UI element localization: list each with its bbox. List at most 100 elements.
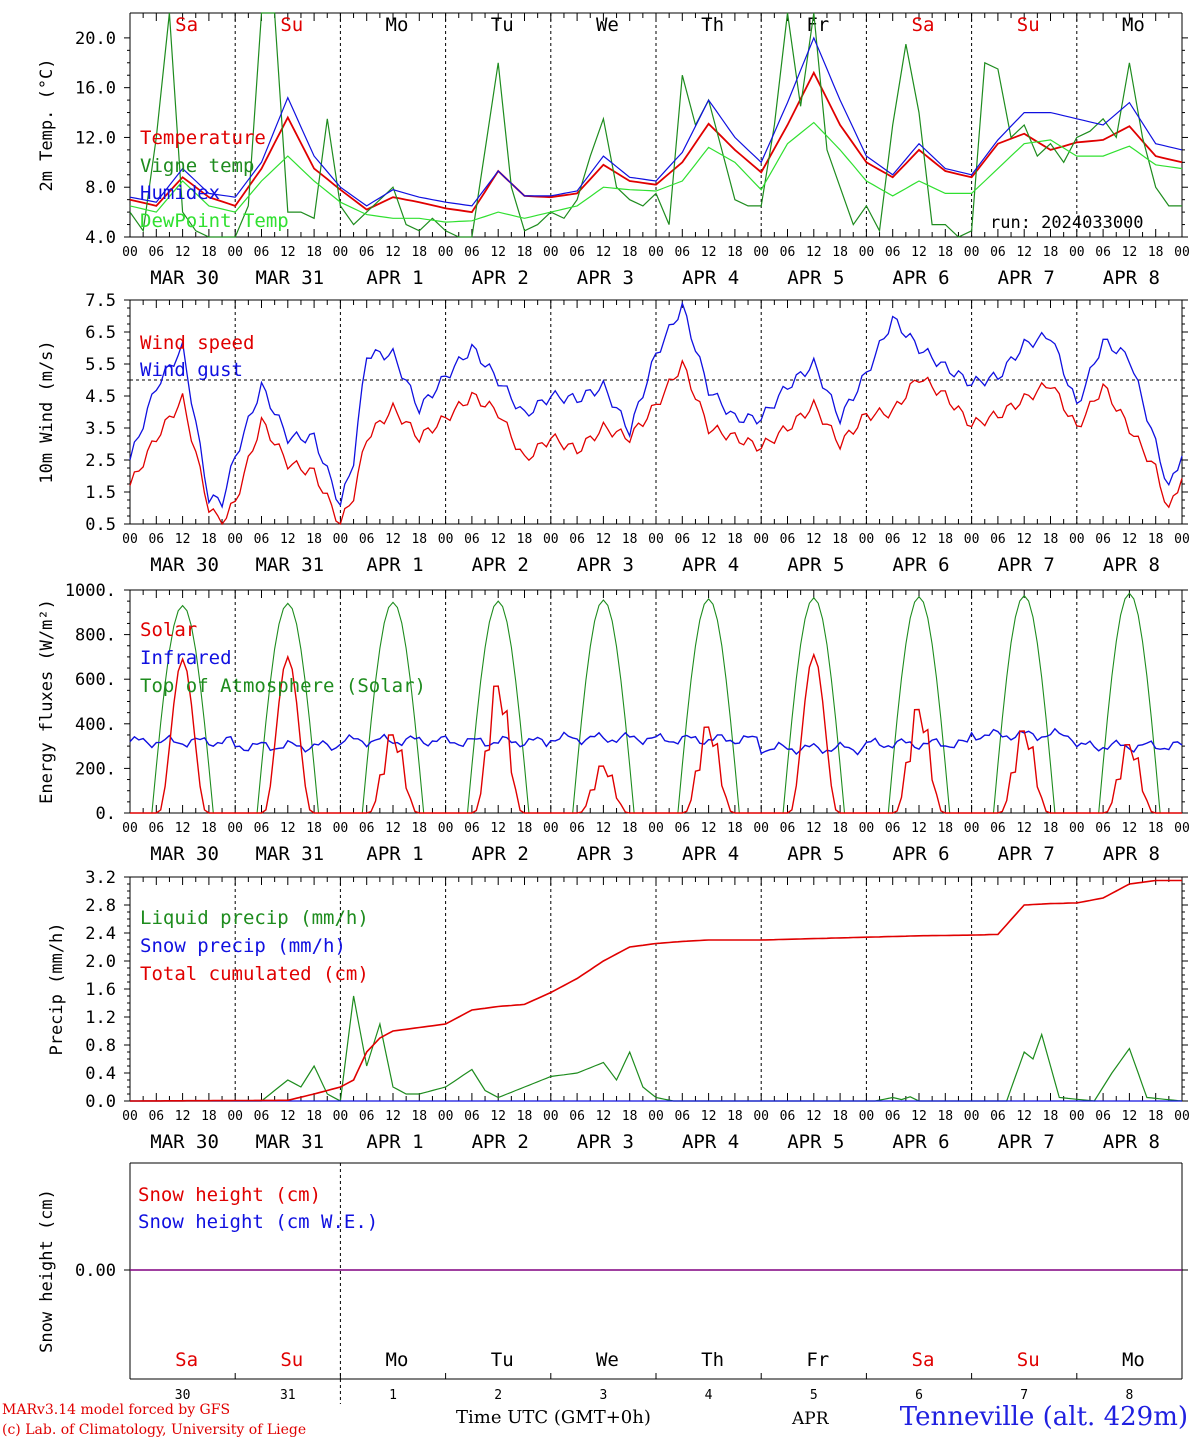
y-tick-label: 3.5 [85, 419, 116, 439]
hour-tick-label: 18 [727, 1109, 743, 1124]
hour-tick-label: 06 [569, 1109, 585, 1124]
hour-tick-label: 18 [1043, 821, 1059, 836]
hour-tick-label: 12 [806, 821, 822, 836]
date-label: APR 6 [892, 267, 949, 289]
hour-tick-label: 00 [438, 532, 454, 547]
hour-tick-label: 00 [859, 532, 875, 547]
day-name-label: Su [1017, 1349, 1040, 1371]
legend-entry: Humidex [140, 182, 220, 204]
hour-tick-label: 18 [832, 245, 848, 260]
hour-tick-label: 12 [701, 821, 717, 836]
hour-tick-label: 18 [1148, 1109, 1164, 1124]
hour-tick-label: 00 [859, 1109, 875, 1124]
bottom-day-number: 30 [175, 1388, 191, 1403]
y-tick-label: 2.5 [85, 451, 116, 471]
date-label: MAR 31 [255, 1131, 324, 1153]
day-name-label: Sa [175, 14, 198, 36]
hour-tick-label: 18 [832, 1109, 848, 1124]
y-tick-label: 0.8 [85, 1036, 116, 1056]
y-tick-label: 0.5 [85, 515, 116, 535]
hour-tick-label: 00 [333, 1109, 349, 1124]
hour-tick-label: 06 [359, 1109, 375, 1124]
legend-entry: Vigne temp [140, 155, 254, 177]
bottom-month-label: APR [792, 1409, 829, 1429]
hour-tick-label: 06 [780, 245, 796, 260]
legend-entry: Total cumulated (cm) [140, 963, 369, 985]
date-label: APR 4 [682, 843, 739, 865]
hour-tick-label: 00 [1174, 821, 1190, 836]
hour-tick-label: 12 [385, 245, 401, 260]
y-tick-label: 4.0 [85, 228, 116, 248]
hour-tick-label: 12 [490, 1109, 506, 1124]
hour-tick-label: 18 [622, 821, 638, 836]
series-line-dewpoint-temp [129, 121, 1183, 223]
hour-tick-label: 00 [227, 1109, 243, 1124]
date-label: APR 7 [998, 554, 1055, 576]
date-label: MAR 30 [150, 554, 219, 576]
hour-tick-label: 06 [464, 532, 480, 547]
hour-tick-label: 18 [306, 821, 322, 836]
hour-tick-label: 00 [227, 245, 243, 260]
hour-tick-label: 18 [201, 1109, 217, 1124]
hour-tick-label: 18 [1043, 1109, 1059, 1124]
hour-tick-label: 00 [122, 245, 138, 260]
hour-tick-label: 06 [990, 1109, 1006, 1124]
hour-tick-label: 00 [1174, 1109, 1190, 1124]
y-tick-label: 1000. [65, 581, 116, 601]
hour-tick-label: 12 [1122, 245, 1138, 260]
date-label: MAR 31 [255, 554, 324, 576]
hour-tick-label: 00 [122, 532, 138, 547]
day-name-label: Th [701, 1349, 724, 1371]
hour-tick-label: 00 [648, 1109, 664, 1124]
hour-tick-label: 12 [911, 245, 927, 260]
y-tick-label: 600. [75, 670, 116, 690]
day-name-label: Fr [806, 14, 829, 36]
hour-tick-label: 06 [254, 532, 270, 547]
day-name-label: Su [280, 14, 303, 36]
hour-tick-label: 06 [990, 821, 1006, 836]
hour-tick-label: 18 [1043, 245, 1059, 260]
hour-tick-label: 00 [122, 821, 138, 836]
y-tick-label: 0. [96, 804, 116, 824]
hour-tick-label: 00 [543, 821, 559, 836]
hour-tick-label: 06 [254, 1109, 270, 1124]
y-tick-label: 0.0 [85, 1092, 116, 1112]
day-name-label: Su [1017, 14, 1040, 36]
y-tick-label: 20.0 [75, 29, 116, 49]
series-line-humidex [129, 36, 1183, 207]
hour-tick-label: 00 [1069, 1109, 1085, 1124]
hour-tick-label: 18 [517, 821, 533, 836]
hour-tick-label: 12 [701, 532, 717, 547]
bottom-day-number: 31 [280, 1388, 296, 1403]
hour-tick-label: 18 [517, 245, 533, 260]
legend-entry: Infrared [140, 647, 232, 669]
hour-tick-label: 18 [937, 821, 953, 836]
hour-tick-label: 18 [1148, 821, 1164, 836]
hour-tick-label: 00 [964, 532, 980, 547]
day-name-label: We [596, 14, 619, 36]
hour-tick-label: 06 [148, 245, 164, 260]
date-label: APR 3 [577, 554, 634, 576]
y-tick-label: 400. [75, 715, 116, 735]
hour-tick-label: 00 [1174, 532, 1190, 547]
date-label: APR 4 [682, 267, 739, 289]
hour-tick-label: 12 [175, 245, 191, 260]
legend-entry: Snow height (cm) [138, 1184, 321, 1206]
legend-entry: Top of Atmosphere (Solar) [140, 675, 426, 697]
hour-tick-label: 06 [990, 245, 1006, 260]
hour-tick-label: 12 [806, 532, 822, 547]
date-label: APR 3 [577, 267, 634, 289]
hour-tick-label: 12 [701, 1109, 717, 1124]
day-name-label: Sa [175, 1349, 198, 1371]
hour-tick-label: 18 [727, 245, 743, 260]
y-tick-label: 1.2 [85, 1008, 116, 1028]
hour-tick-label: 06 [464, 1109, 480, 1124]
date-label: APR 1 [366, 554, 423, 576]
date-label: APR 6 [892, 1131, 949, 1153]
bottom-day-number: 1 [389, 1388, 397, 1403]
hour-tick-label: 12 [175, 532, 191, 547]
day-name-label: Fr [806, 1349, 829, 1371]
hour-tick-label: 12 [1122, 821, 1138, 836]
date-label: APR 8 [1103, 1131, 1160, 1153]
date-label: MAR 31 [255, 267, 324, 289]
